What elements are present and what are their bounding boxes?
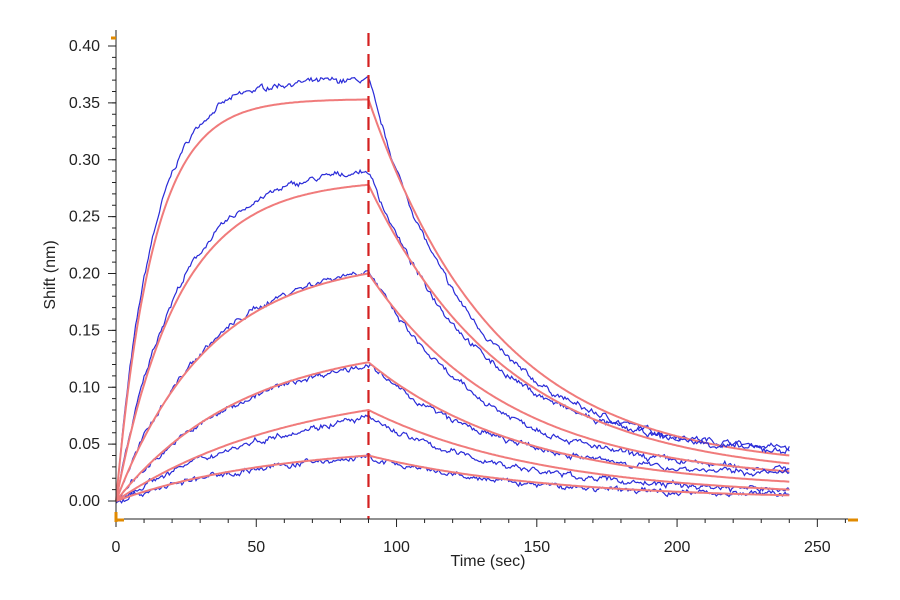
raw-data-curve — [115, 168, 790, 500]
fitted-curve — [115, 361, 790, 502]
x-tick-label: 50 — [247, 539, 265, 556]
y-tick-label: 0.00 — [69, 493, 100, 510]
x-tick-label: 200 — [664, 539, 691, 556]
y-tick-label: 0.35 — [69, 95, 100, 112]
plot-area — [115, 33, 790, 519]
y-tick-label: 0.10 — [69, 379, 100, 396]
y-tick-label: 0.30 — [69, 152, 100, 169]
y-tick-label: 0.20 — [69, 266, 100, 283]
y-tick-label: 0.40 — [69, 38, 100, 55]
y-tick-label: 0.15 — [69, 322, 100, 339]
fitted-curve — [115, 272, 790, 502]
x-tick-label: 0 — [112, 539, 121, 556]
axes: Time (sec) Shift (nm) — [42, 30, 855, 570]
x-tick-label: 150 — [523, 539, 550, 556]
axis-ticks: 0.00 0.05 0.10 0.15 0.20 0.25 0.30 0.35 0.40 0 50 1… — [69, 38, 846, 556]
fitted-curve — [115, 183, 790, 502]
axis-corner-marks — [111, 36, 858, 522]
y-axis-label: Shift (nm) — [42, 240, 59, 309]
y-tick-label: 0.05 — [69, 436, 100, 453]
x-tick-label: 100 — [383, 539, 410, 556]
fitted-curve — [115, 98, 790, 502]
fitted-curve — [115, 454, 790, 502]
raw-data-curve — [115, 453, 790, 504]
x-axis-label: Time (sec) — [451, 553, 526, 570]
fitted-curve — [115, 408, 790, 502]
raw-data-curve — [115, 363, 790, 503]
raw-data-curve — [115, 269, 790, 503]
raw-data-curve — [115, 413, 790, 502]
x-tick-label: 250 — [804, 539, 831, 556]
y-tick-label: 0.25 — [69, 209, 100, 226]
